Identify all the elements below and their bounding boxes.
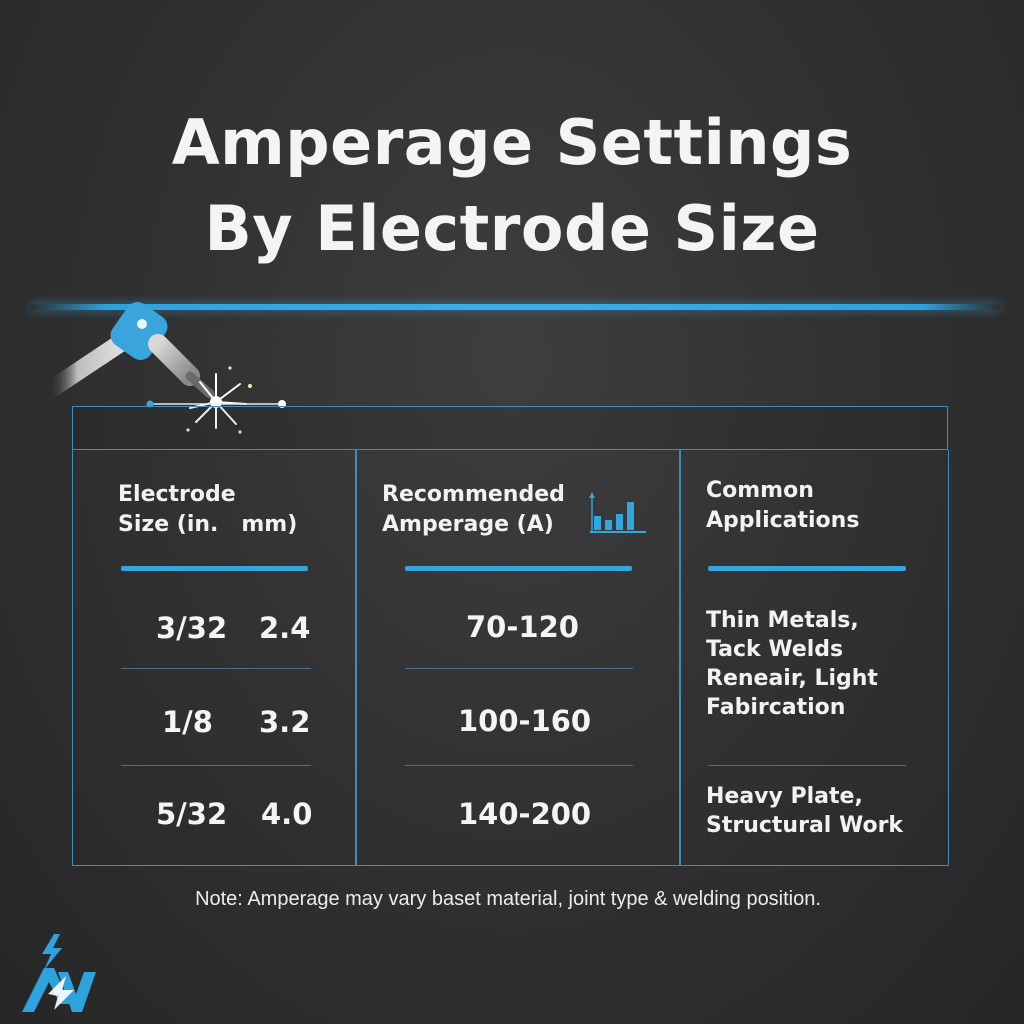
column-divider-2 [679, 450, 681, 866]
row-rule [121, 765, 311, 766]
lightning-logo-icon [22, 934, 96, 1012]
electrode-inch-cell: 5/32 [156, 797, 228, 831]
row-rule [121, 668, 311, 669]
row-rule [708, 765, 906, 766]
header-rule-applications [708, 566, 906, 571]
amperage-cell: 70-120 [466, 610, 579, 644]
electrode-mm-cell: 2.4 [259, 611, 311, 645]
table-header-bar [72, 406, 948, 450]
amperage-cell: 140-200 [458, 797, 592, 831]
bar-chart-icon [589, 492, 646, 533]
header-rule-amperage [405, 566, 632, 571]
row-rule [405, 765, 633, 766]
title-line-2: By Electrode Size [204, 192, 820, 265]
header-recommended-amperage: Recommended Amperage (A) [382, 482, 565, 537]
header-rule-electrode [121, 566, 308, 571]
electrode-inch-cell: 3/32 [156, 611, 228, 645]
title-line-1: Amperage Settings [171, 106, 853, 179]
header-electrode-size: Electrode Size (in. mm) [118, 482, 298, 537]
welding-torch-icon [41, 302, 286, 434]
applications-cell: Thin Metals, Tack Welds Reneair, Light F… [706, 608, 878, 720]
column-divider-1 [355, 450, 357, 866]
footnote: Note: Amperage may vary baset material, … [195, 888, 821, 910]
electrode-mm-cell: 4.0 [261, 797, 313, 831]
accent-line [30, 304, 1000, 310]
electrode-inch-cell: 1/8 [162, 705, 213, 739]
applications-cell: Heavy Plate, Structural Work [706, 784, 904, 838]
amperage-cell: 100-160 [458, 704, 592, 738]
row-rule [405, 668, 633, 669]
header-common-applications: Common Applications [706, 478, 860, 533]
settings-table [72, 450, 949, 866]
page-title: Amperage Settings By Electrode Size [0, 100, 1024, 272]
electrode-mm-cell: 3.2 [259, 705, 311, 739]
